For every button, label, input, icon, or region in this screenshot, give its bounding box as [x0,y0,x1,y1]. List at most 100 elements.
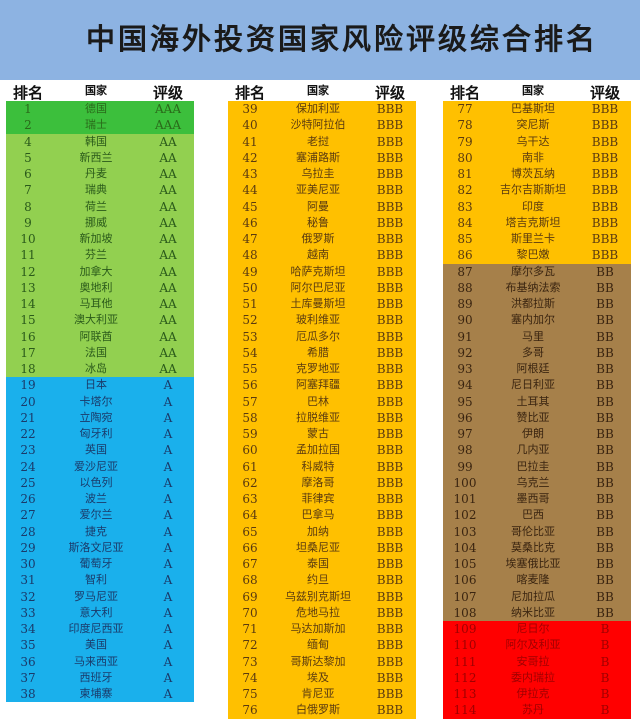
rank-cell: 52 [242,313,258,328]
rating-cell: BBB [376,638,404,653]
rank-cell: 46 [242,215,258,230]
rating-cell: BB [596,443,614,458]
table-row: 26 波兰 A [6,491,194,508]
rating-cell: BBB [376,102,404,116]
rating-cell: BBB [376,459,404,474]
country-cell: 秘鲁 [307,215,329,229]
rank-cell: 112 [453,670,477,685]
rank-cell: 89 [457,297,473,311]
rating-cell: BB [596,362,614,376]
country-cell: 阿塞拜疆 [296,378,340,392]
table-row: 34 印度尼西亚 A [6,621,194,638]
rank-cell: 9 [24,215,32,230]
country-cell: 马里 [522,329,544,343]
country-cell: 芬兰 [85,248,107,262]
rating-cell: BBB [376,524,404,539]
table-row: 94 尼日利亚 BB [443,377,631,394]
title-banner: 中国海外投资国家风险评级综合排名 [0,0,640,80]
rating-cell: BB [596,589,614,604]
header-cell: 排名 [12,84,43,102]
country-cell: 美国 [85,638,107,652]
table-row: 57 巴林 BBB [228,393,416,410]
rating-cell: BBB [376,297,404,311]
rating-cell: BBB [591,215,619,230]
country-cell: 希腊 [307,345,329,359]
rank-cell: 71 [242,622,258,636]
rank-cell: 49 [242,264,258,279]
rank-cell: 64 [242,508,258,523]
rating-cell: A [163,589,173,604]
country-cell: 埃及 [307,670,329,684]
country-cell: 泰国 [307,557,329,570]
country-cell: 新西兰 [79,150,113,164]
rank-cell: 57 [242,394,258,409]
rank-cell: 6 [24,167,32,181]
rank-cell: 100 [453,475,477,490]
table-row: 77 巴基斯坦 BBB [443,101,631,118]
table-row: 9 挪威 AA [6,214,194,231]
table-row: 32 罗马尼亚 A [6,588,194,605]
country-cell: 荷兰 [85,199,107,213]
rank-cell: 7 [24,183,32,198]
table-row: 18 冰岛 AA [6,361,194,378]
table-row: 29 斯洛文尼亚 A [6,539,194,556]
rating-cell: A [163,557,173,571]
rating-cell: BB [596,557,614,571]
rank-cell: 14 [20,297,36,311]
table-row: 49 哈萨克斯坦 BBB [228,263,416,280]
table-row: 73 哥斯达黎加 BBB [228,653,416,670]
country-cell: 博茨瓦纳 [511,167,555,180]
rank-cell: 86 [457,248,473,263]
table-row: 31 智利 A [6,572,194,589]
country-cell: 马耳他 [79,297,113,310]
country-cell: 巴拉圭 [516,459,550,473]
table-row: 53 厄瓜多尔 BBB [228,328,416,345]
country-cell: 孟加拉国 [296,443,340,457]
country-cell: 日本 [85,378,107,392]
country-cell: 蒙古 [307,427,329,440]
rating-cell: BB [596,394,614,409]
table-row: 51 土库曼斯坦 BBB [228,296,416,313]
country-cell: 丹麦 [85,167,107,180]
rank-cell: 48 [242,248,258,263]
header-cell: 国家 [85,84,107,97]
table-row: 89 洪都拉斯 BB [443,296,631,313]
rank-cell: 17 [20,345,36,360]
rank-cell: 18 [20,362,36,376]
rating-cell: AA [159,329,177,344]
rank-cell: 50 [242,280,258,295]
country-cell: 伊朗 [522,427,544,440]
table-row: 97 伊朗 BB [443,426,631,443]
rank-cell: 97 [457,427,473,441]
country-cell: 奥地利 [79,280,113,294]
country-cell: 亚美尼亚 [296,183,340,197]
rank-cell: 30 [20,557,36,571]
rating-cell: BBB [376,540,404,555]
rank-cell: 87 [457,264,473,279]
table-row: 56 阿塞拜疆 BBB [228,377,416,394]
rating-cell: BBB [376,378,404,393]
table-row: 33 意大利 A [6,604,194,621]
rating-cell: AAA [155,118,181,133]
rank-cell: 47 [242,232,258,246]
table-row: 16 阿联酋 AA [6,328,194,345]
rank-cell: 10 [20,232,36,246]
rating-cell: AA [159,199,177,214]
table-row: 79 乌干达 BBB [443,133,631,150]
table-row: 103 哥伦比亚 BB [443,523,631,540]
table-row: 109 尼日尔 B [443,621,631,638]
rank-cell: 25 [20,475,36,490]
rating-cell: BBB [376,118,404,133]
table-row: 38 柬埔寨 A [6,686,194,703]
rank-cell: 27 [20,508,36,523]
rank-cell: 55 [242,362,258,376]
country-cell: 肯尼亚 [301,687,335,700]
country-cell: 摩尔多瓦 [511,264,555,278]
table-row: 70 危地马拉 BBB [228,604,416,621]
table-row: 87 摩尔多瓦 BB [443,263,631,280]
country-cell: 埃塞俄比亚 [505,557,561,570]
rating-cell: AA [159,183,177,198]
header-cell: 评级 [374,84,405,102]
rank-cell: 111 [453,654,477,669]
country-cell: 哈萨克斯坦 [290,264,346,278]
